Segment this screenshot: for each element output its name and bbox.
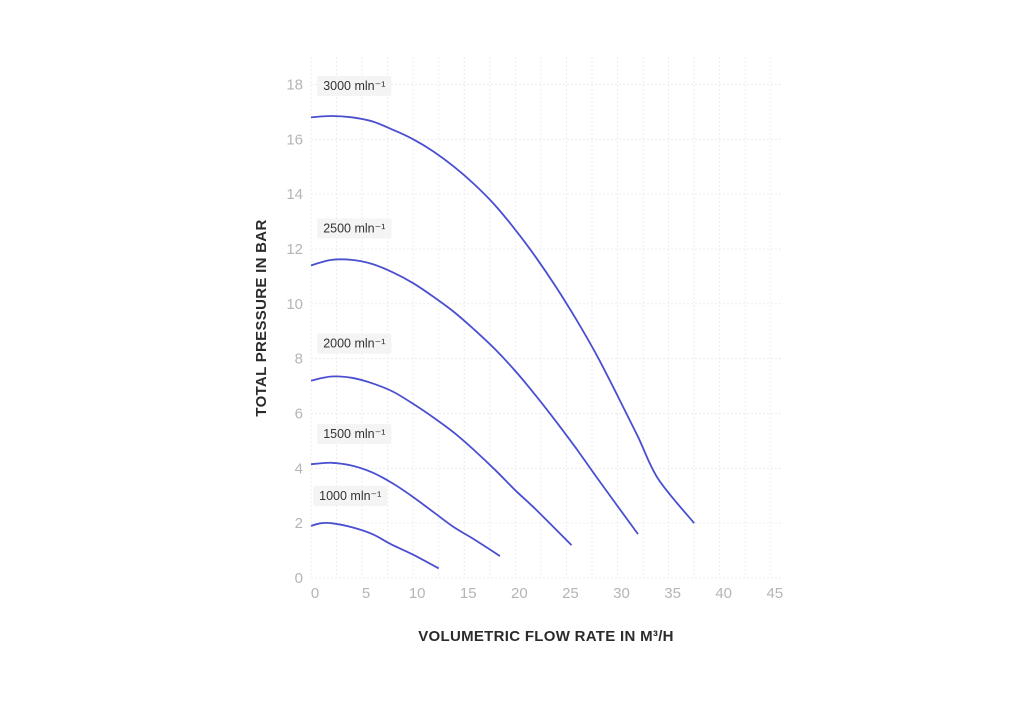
curve-label-text: 3000 mln⁻¹ (323, 79, 385, 93)
series-line (310, 375, 573, 546)
curve-label-text: 1000 mln⁻¹ (319, 489, 381, 503)
x-tick-label: 25 (562, 585, 579, 602)
curve-labels: 3000 mln⁻¹ 2500 mln⁻¹ 2000 mln⁻¹ 1500 mln⁻¹… (313, 75, 392, 506)
x-tick-label: 20 (511, 585, 528, 602)
curve-label-background (313, 485, 388, 506)
x-tick-label: 35 (664, 585, 681, 602)
series-line (310, 521, 440, 570)
x-tick-label: 15 (460, 585, 477, 602)
x-tick-label: 40 (715, 585, 732, 602)
curve-label: 2000 mln⁻¹ (317, 333, 392, 354)
curve-label: 1500 mln⁻¹ (317, 424, 392, 445)
y-axis-title: TOTAL PRESSURE IN BAR (253, 219, 270, 416)
curve-label-background (317, 75, 392, 96)
y-tick-label: 10 (286, 296, 303, 313)
curve-label-background (317, 333, 392, 354)
tick-labels: 0 5 10 15 20 25 30 35 40 45 0 2 4 6 8 10 12 14 16 18 (286, 76, 783, 602)
curve-label: 3000 mln⁻¹ (317, 75, 392, 96)
y-tick-label: 12 (286, 241, 303, 258)
y-tick-label: 0 (295, 570, 303, 587)
x-tick-label: 0 (311, 585, 319, 602)
y-tick-label: 6 (295, 405, 303, 422)
y-tick-label: 18 (286, 76, 303, 93)
curve-label-text: 2500 mln⁻¹ (323, 221, 385, 235)
y-tick-label: 4 (295, 460, 303, 477)
curve-label-background (317, 424, 392, 445)
curves (310, 115, 695, 570)
y-tick-label: 8 (295, 351, 303, 368)
series-line (310, 115, 695, 524)
series-line (310, 258, 639, 535)
y-tick-label: 14 (286, 186, 303, 203)
x-tick-label: 5 (362, 585, 370, 602)
x-tick-label: 45 (766, 585, 783, 602)
y-tick-label: 16 (286, 131, 303, 148)
x-axis-title: VOLUMETRIC FLOW RATE IN M³/H (418, 628, 674, 645)
y-tick-label: 2 (295, 515, 303, 532)
curve-label: 1000 mln⁻¹ (313, 485, 388, 506)
grid (310, 57, 781, 579)
x-tick-label: 10 (409, 585, 426, 602)
curve-label-background (317, 218, 392, 239)
series-line (310, 461, 501, 557)
curve-label-text: 1500 mln⁻¹ (323, 427, 385, 441)
x-tick-label: 30 (613, 585, 630, 602)
curve-label: 2500 mln⁻¹ (317, 218, 392, 239)
curve-label-text: 2000 mln⁻¹ (323, 337, 385, 351)
